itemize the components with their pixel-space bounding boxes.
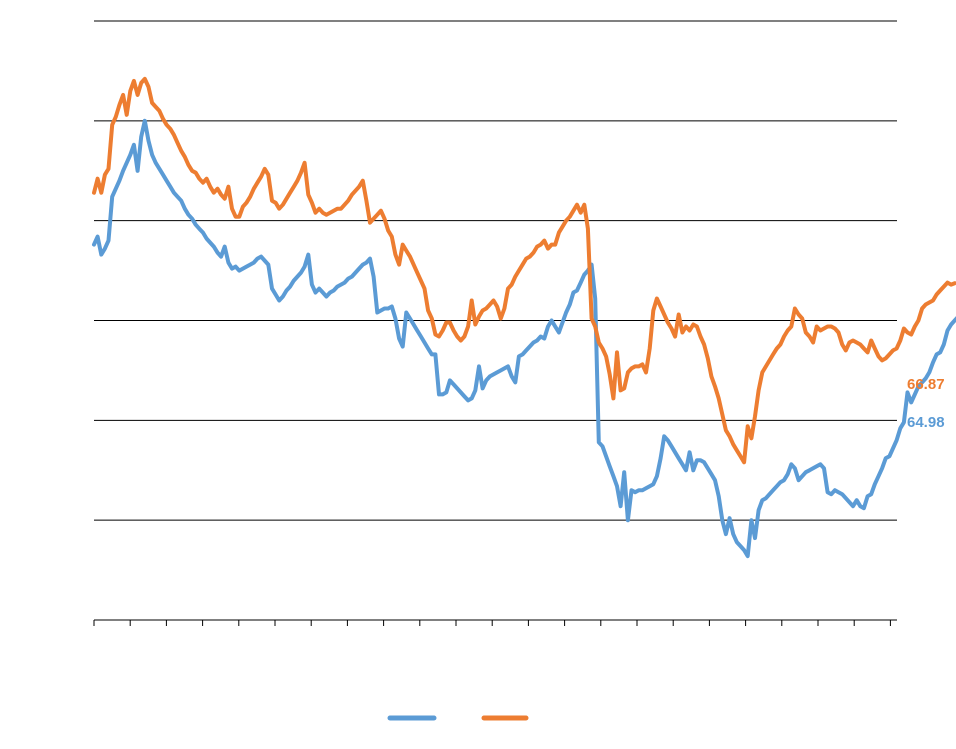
series-1-line <box>92 118 956 559</box>
end-labels: 64.98 66.87 <box>907 376 945 431</box>
x-axis <box>93 619 897 626</box>
gridlines <box>94 20 897 521</box>
series-2-line <box>92 76 956 465</box>
series-lines <box>92 76 956 559</box>
series-2-end-label: 66.87 <box>907 376 945 393</box>
series-1-end-label: 64.98 <box>907 414 945 431</box>
